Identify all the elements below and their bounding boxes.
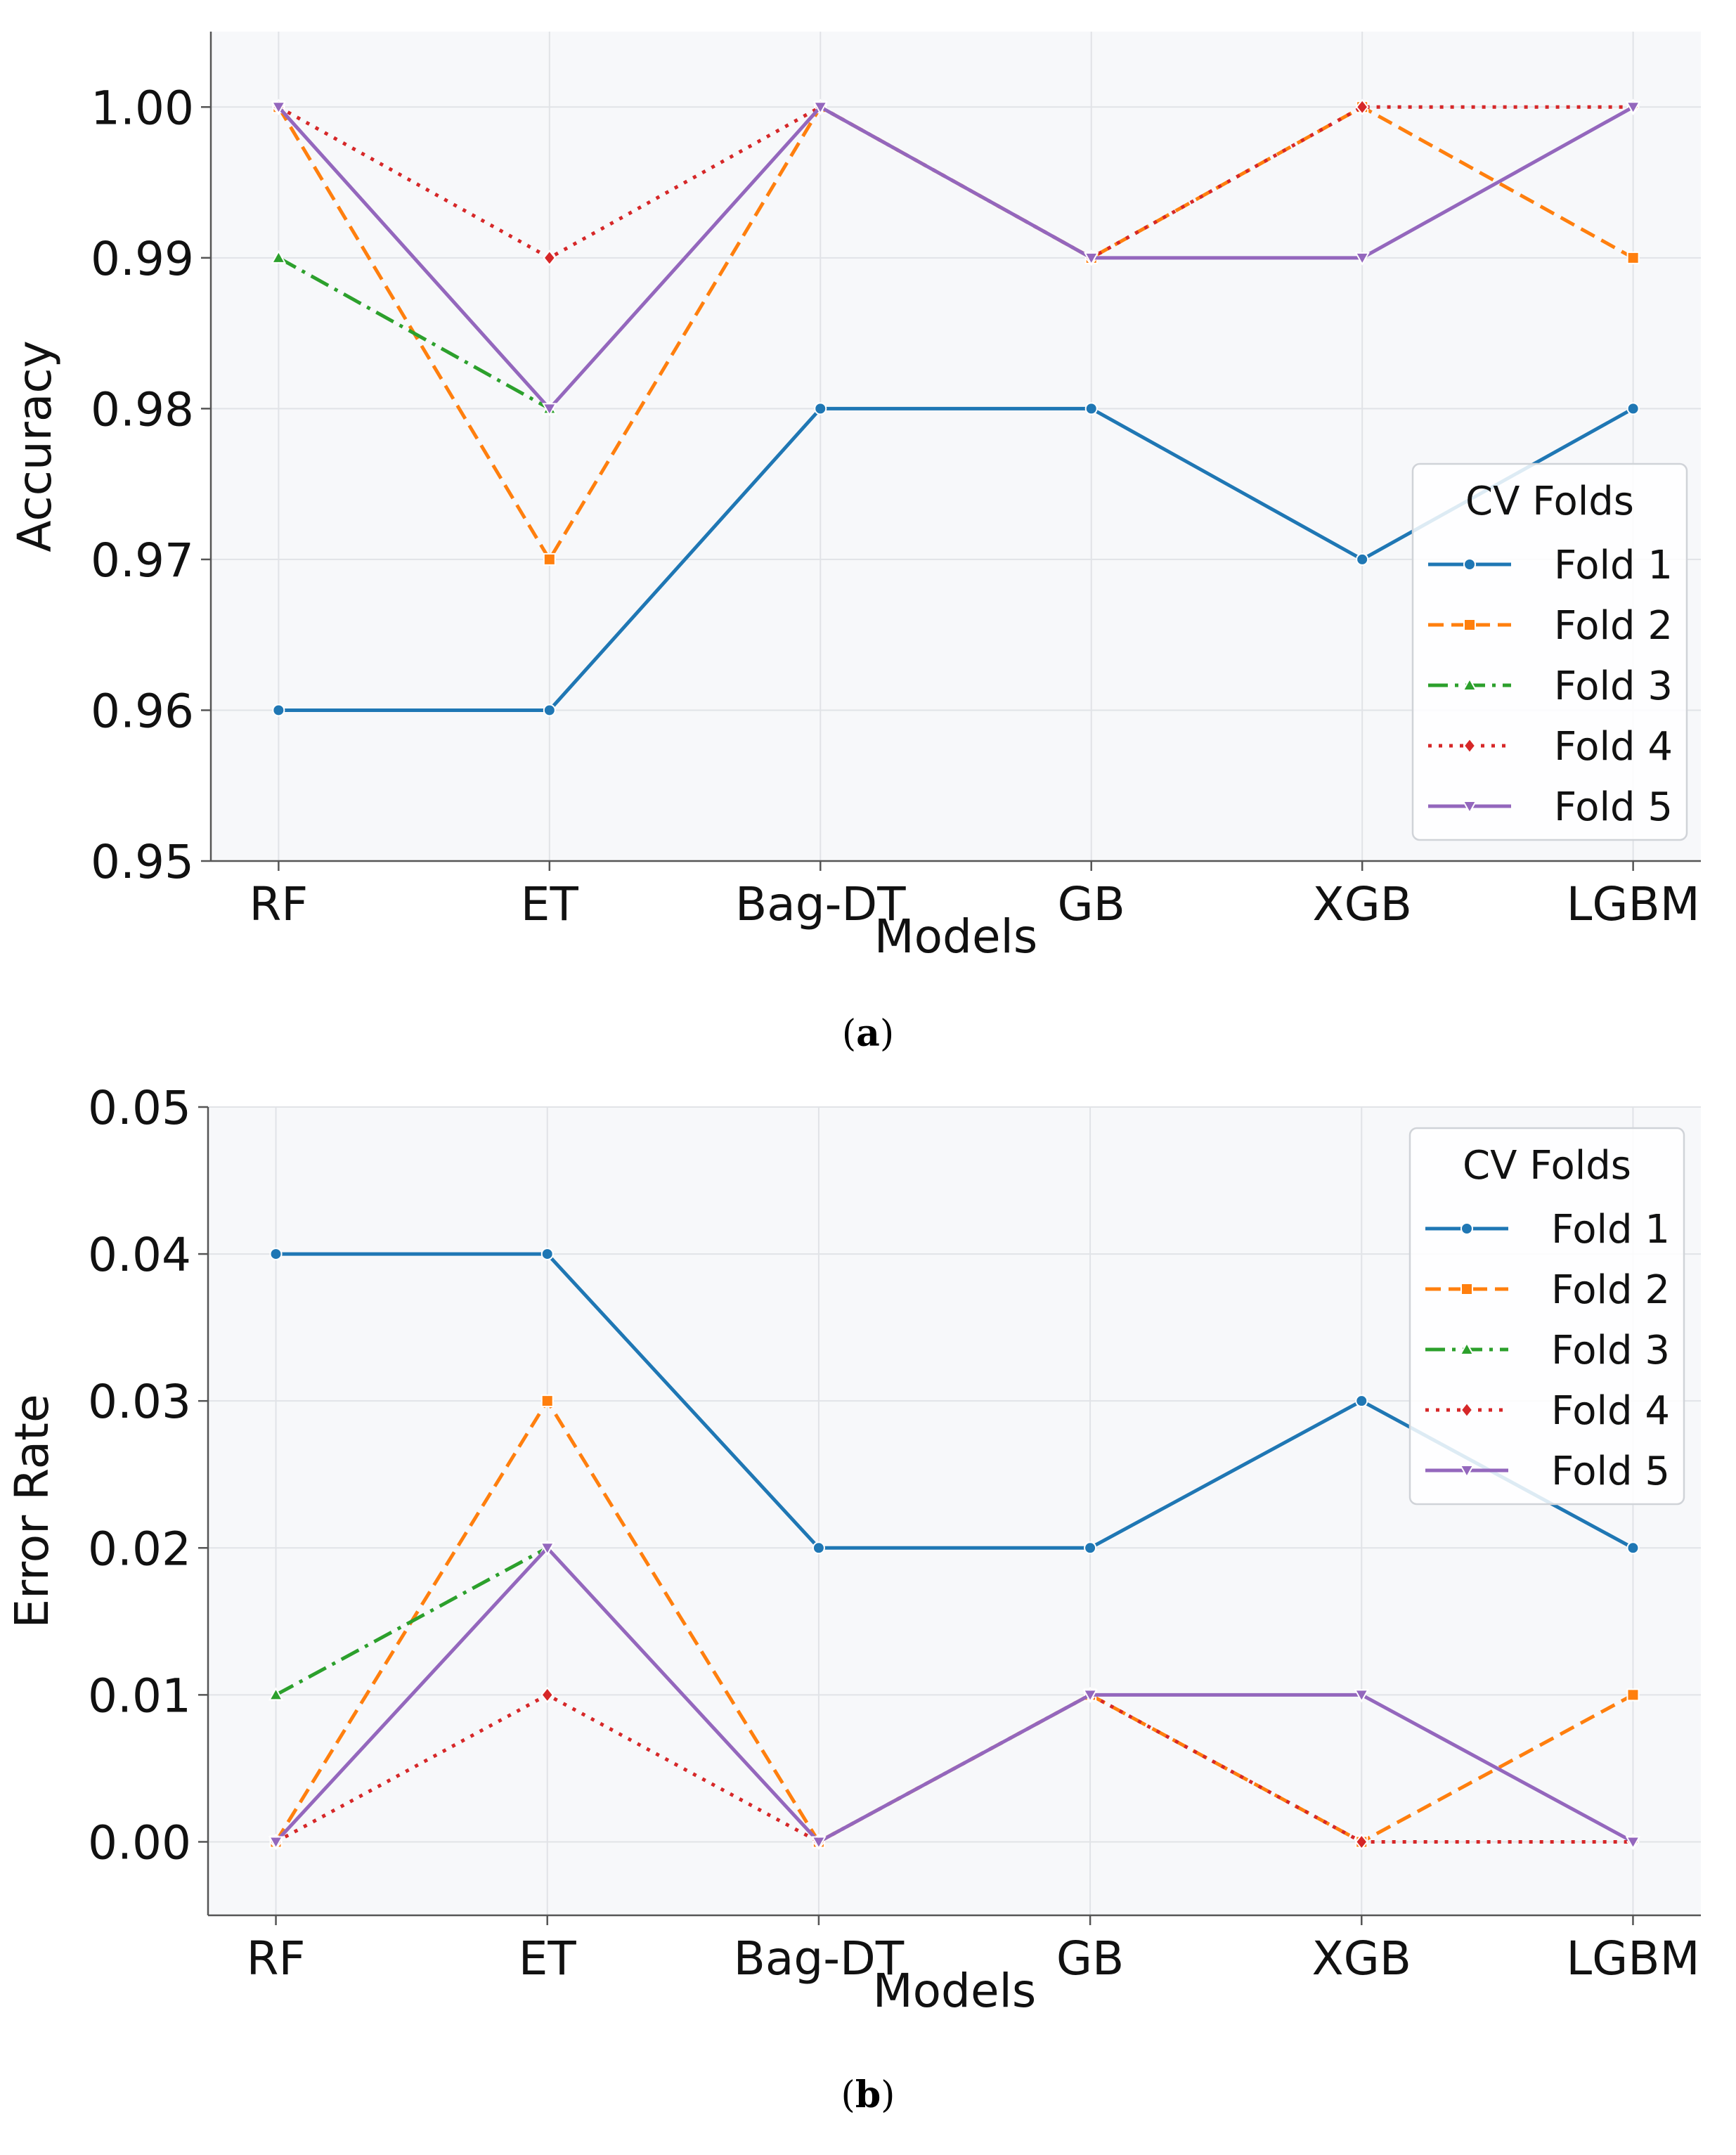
- legend-marker: [1459, 1341, 1475, 1355]
- data-point: [1626, 1688, 1640, 1702]
- data-point: [272, 704, 285, 717]
- data-point: [1355, 1394, 1368, 1408]
- data-point: [1082, 1689, 1098, 1703]
- data-point: [1355, 98, 1369, 115]
- legend-marker: [1459, 1465, 1475, 1479]
- x-axis-label: Models: [874, 910, 1038, 964]
- y-tick-label: 1.00: [91, 81, 194, 135]
- legend-marker: [1463, 619, 1476, 631]
- data-point: [1084, 402, 1098, 415]
- data-point: [271, 250, 287, 264]
- legend-marker: [1460, 1402, 1474, 1418]
- y-tick-label: 0.01: [88, 1669, 191, 1723]
- y-tick-label: 0.04: [88, 1228, 191, 1282]
- x-tick-label: Bag-DT: [735, 877, 906, 931]
- data-point: [543, 704, 556, 717]
- y-tick-label: 0.99: [91, 232, 194, 286]
- legend-label: Fold 1: [1554, 543, 1673, 588]
- data-point: [1626, 1541, 1640, 1555]
- data-point: [1626, 251, 1640, 264]
- y-tick-label: 0.02: [88, 1522, 191, 1576]
- data-point: [1625, 1836, 1641, 1850]
- data-point: [540, 1686, 555, 1703]
- legend-label: Fold 3: [1551, 1328, 1670, 1373]
- data-point: [540, 1394, 554, 1408]
- y-tick-label: 0.97: [91, 533, 194, 588]
- x-tick-label: RF: [247, 1931, 306, 1986]
- data-point: [812, 1541, 825, 1555]
- legend-label: Fold 5: [1554, 784, 1673, 830]
- y-axis-label: Accuracy: [8, 340, 62, 552]
- data-point: [540, 1248, 554, 1261]
- data-point: [812, 101, 828, 115]
- caption-b-letter: b: [855, 2073, 881, 2116]
- legend-label: Fold 4: [1551, 1388, 1670, 1434]
- series-line-fold-5: [274, 1546, 1634, 1844]
- legend-marker: [1463, 558, 1476, 571]
- caption-a-letter: a: [856, 1012, 880, 1055]
- data-point: [543, 250, 557, 266]
- legend-label: Fold 4: [1554, 724, 1673, 770]
- data-point: [1626, 402, 1640, 415]
- data-point: [1084, 1541, 1097, 1555]
- y-tick-label: 0.00: [88, 1816, 191, 1870]
- legend-label: Fold 2: [1551, 1267, 1670, 1313]
- x-tick-label: LGBM: [1567, 877, 1700, 931]
- legend-marker: [1462, 677, 1477, 691]
- x-tick-label: LGBM: [1566, 1931, 1699, 1986]
- x-tick-label: GB: [1056, 1931, 1124, 1986]
- series-line-fold-3: [278, 256, 551, 410]
- series-line-fold-1: [278, 406, 1634, 712]
- legend-marker: [1460, 1283, 1473, 1295]
- data-point: [1625, 101, 1641, 115]
- caption-b: (b): [841, 2073, 895, 2116]
- data-point: [543, 552, 556, 566]
- legend-title: CV Folds: [1465, 479, 1634, 524]
- legend-marker: [1460, 1222, 1473, 1235]
- legend-title: CV Folds: [1463, 1143, 1631, 1189]
- data-point: [1354, 1833, 1368, 1851]
- legend-label: Fold 5: [1551, 1449, 1670, 1494]
- y-tick-label: 0.95: [91, 835, 194, 889]
- caption-a: (a): [841, 1012, 895, 1055]
- series-line-fold-5: [277, 105, 1634, 410]
- x-tick-label: ET: [521, 877, 579, 931]
- data-point: [1084, 252, 1099, 266]
- data-point: [1354, 252, 1370, 266]
- data-point: [271, 101, 287, 115]
- x-tick-label: XGB: [1311, 1931, 1411, 1986]
- y-tick-label: 0.05: [88, 1081, 191, 1135]
- series-line-fold-1: [276, 1252, 1634, 1550]
- data-point: [268, 1836, 284, 1850]
- x-tick-label: ET: [519, 1931, 577, 1986]
- data-point: [1354, 1689, 1369, 1703]
- error-rate-chart: 0.00 0.01 0.02 0.03 0.04 0.05 RF ET Bag-DT GB XGB L…: [5, 1081, 1701, 2018]
- y-axis-label: Error Rate: [5, 1394, 59, 1628]
- data-point: [540, 1542, 555, 1556]
- legend-label: Fold 2: [1554, 603, 1673, 649]
- x-tick-label: Bag-DT: [734, 1931, 905, 1986]
- legend-label: Fold 1: [1551, 1207, 1670, 1253]
- x-axis-label: Models: [873, 1964, 1037, 2018]
- x-tick-label: RF: [249, 877, 308, 931]
- accuracy-chart: 0.95 0.96 0.97 0.98 0.99 1.00 RF ET Bag-DT GB XGB L…: [8, 32, 1701, 964]
- data-point: [542, 403, 557, 417]
- legend-label: Fold 3: [1554, 664, 1673, 709]
- data-point: [811, 1836, 827, 1850]
- legend-marker: [1463, 737, 1477, 754]
- y-tick-label: 0.98: [91, 382, 194, 436]
- legend-marker: [1462, 801, 1477, 815]
- x-tick-label: GB: [1058, 877, 1125, 931]
- series-line-fold-3: [275, 1546, 548, 1697]
- data-point: [1356, 552, 1369, 566]
- x-tick-label: XGB: [1312, 877, 1412, 931]
- data-point: [269, 1248, 283, 1261]
- data-point: [268, 1687, 284, 1701]
- y-tick-label: 0.96: [91, 684, 194, 738]
- y-tick-label: 0.03: [88, 1375, 191, 1429]
- data-point: [814, 402, 827, 415]
